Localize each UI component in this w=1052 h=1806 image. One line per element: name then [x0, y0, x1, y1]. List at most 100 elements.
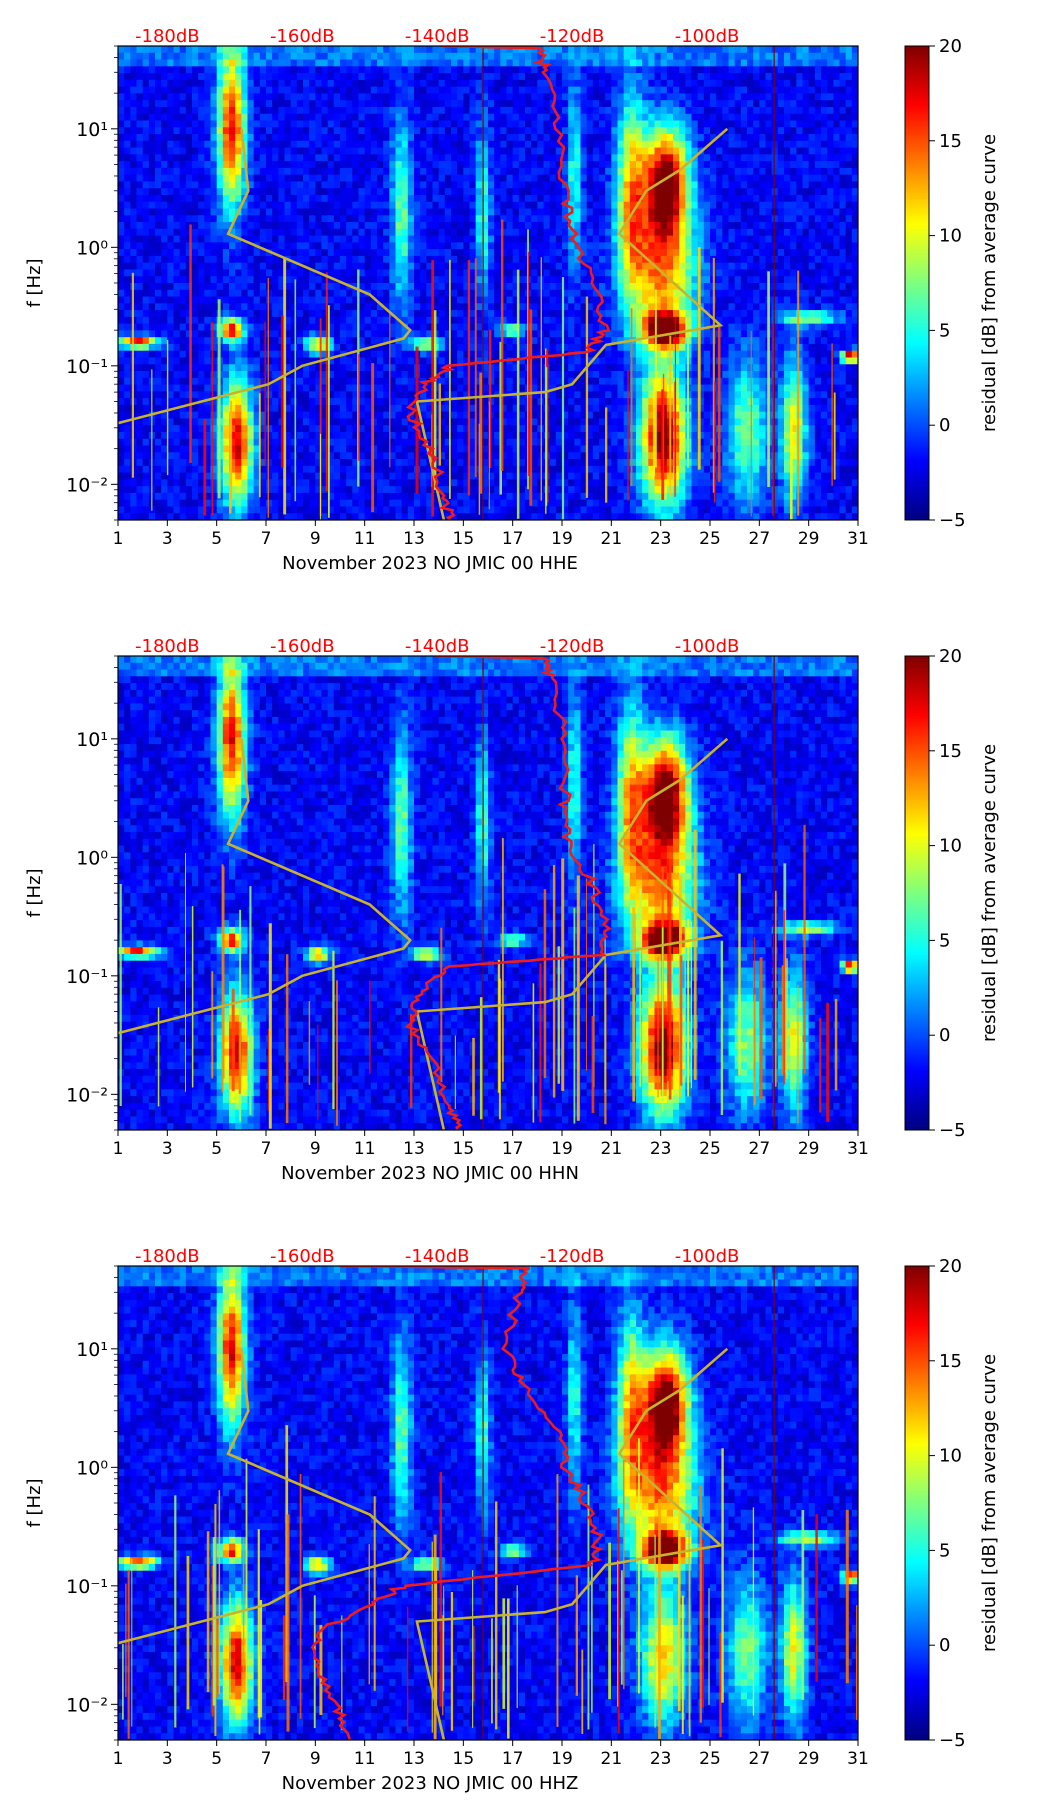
heatmap-cell: [235, 154, 242, 162]
heatmap-cell: [401, 86, 409, 94]
heatmap-cell: [340, 411, 347, 420]
heatmap-cell: [531, 113, 538, 122]
heatmap-cell: [383, 174, 390, 183]
heatmap-cell: [537, 147, 545, 155]
heatmap-cell: [531, 384, 538, 392]
heatmap-cell: [500, 79, 508, 88]
heatmap-cell: [253, 310, 261, 318]
heatmap-cell: [420, 59, 427, 67]
heatmap-cell: [432, 242, 440, 250]
heatmap-cell: [303, 404, 310, 413]
heatmap-cell: [555, 46, 563, 54]
heatmap-cell: [518, 377, 526, 386]
heatmap-cell: [309, 492, 316, 501]
heatmap-cell: [395, 161, 403, 169]
heatmap-cell: [494, 66, 501, 74]
heatmap-cell: [333, 194, 341, 203]
heatmap-cell: [321, 147, 329, 155]
heatmap-cell: [500, 201, 508, 210]
heatmap-cell: [469, 262, 477, 271]
heatmap-cell: [438, 59, 446, 67]
heatmap-cell: [259, 100, 267, 108]
heatmap-cell: [346, 181, 353, 189]
heatmap-cell: [531, 188, 538, 196]
heatmap-cell: [216, 276, 224, 284]
heatmap-cell: [247, 472, 255, 480]
heatmap-cell: [321, 330, 329, 338]
heatmap-cell: [185, 228, 193, 237]
heatmap-cell: [549, 154, 557, 162]
heatmap-cell: [401, 201, 409, 210]
heatmap-cell: [167, 398, 175, 406]
heatmap-cell: [161, 188, 168, 196]
heatmap-cell: [537, 113, 545, 122]
heatmap-cell: [333, 154, 341, 162]
heatmap-cell: [253, 120, 261, 128]
heatmap-cell: [488, 499, 495, 508]
heatmap-cell: [500, 262, 508, 271]
heatmap-cell: [259, 269, 267, 277]
heatmap-cell: [179, 242, 187, 250]
heatmap-cell: [179, 127, 187, 135]
heatmap-cell: [259, 486, 267, 494]
heatmap-cell: [352, 479, 360, 487]
heatmap-cell: [488, 100, 495, 108]
heatmap-cell: [407, 377, 415, 386]
heatmap-cell: [327, 52, 335, 61]
heatmap-cell: [272, 262, 279, 271]
heatmap-cell: [358, 127, 366, 135]
heatmap-cell: [216, 93, 224, 101]
heatmap-cell: [124, 154, 131, 162]
heatmap-cell: [395, 235, 403, 243]
heatmap-cell: [253, 472, 261, 480]
heatmap-cell: [407, 283, 415, 291]
heatmap-cell: [124, 269, 131, 277]
heatmap-cell: [241, 208, 249, 216]
heatmap-cell: [235, 283, 242, 291]
heatmap-cell: [358, 364, 366, 372]
heatmap-cell: [537, 181, 545, 189]
heatmap-cell: [247, 222, 255, 230]
heatmap-cell: [309, 323, 316, 331]
heatmap-cell: [315, 113, 323, 122]
heatmap-cell: [475, 343, 483, 352]
heatmap-cell: [358, 100, 366, 108]
heatmap-cell: [142, 154, 150, 162]
heatmap-cell: [420, 154, 427, 162]
heatmap-cell: [543, 140, 551, 149]
heatmap-cell: [463, 391, 471, 399]
heatmap-cell: [395, 404, 403, 413]
heatmap-cell: [136, 52, 144, 61]
heatmap-cell: [309, 140, 316, 149]
heatmap-cell: [451, 391, 458, 399]
heatmap-cell: [309, 100, 316, 108]
heatmap-cell: [229, 459, 236, 467]
heatmap-cell: [364, 100, 372, 108]
heatmap-cell: [229, 472, 236, 480]
heatmap-cell: [284, 343, 292, 352]
heatmap-cell: [488, 46, 495, 54]
heatmap-cell: [309, 222, 316, 230]
heatmap-cell: [370, 188, 378, 196]
heatmap-cell: [364, 283, 372, 291]
heatmap-cell: [161, 459, 168, 467]
heatmap-cell: [370, 154, 378, 162]
heatmap-cell: [241, 201, 249, 210]
heatmap-cell: [222, 371, 230, 379]
heatmap-cell: [340, 472, 347, 480]
heatmap-cell: [192, 357, 199, 365]
heatmap-cell: [136, 296, 144, 304]
heatmap-cell: [426, 79, 434, 88]
heatmap-cell: [543, 174, 551, 183]
heatmap-cell: [389, 384, 397, 392]
heatmap-cell: [420, 113, 427, 122]
heatmap-cell: [284, 86, 292, 94]
heatmap-cell: [179, 66, 187, 74]
heatmap-cell: [438, 140, 446, 149]
heatmap-cell: [500, 154, 508, 162]
heatmap-cell: [333, 174, 341, 183]
heatmap-cell: [296, 235, 304, 243]
heatmap-cell: [377, 228, 384, 237]
heatmap-cell: [185, 303, 193, 311]
heatmap-cell: [426, 404, 434, 413]
